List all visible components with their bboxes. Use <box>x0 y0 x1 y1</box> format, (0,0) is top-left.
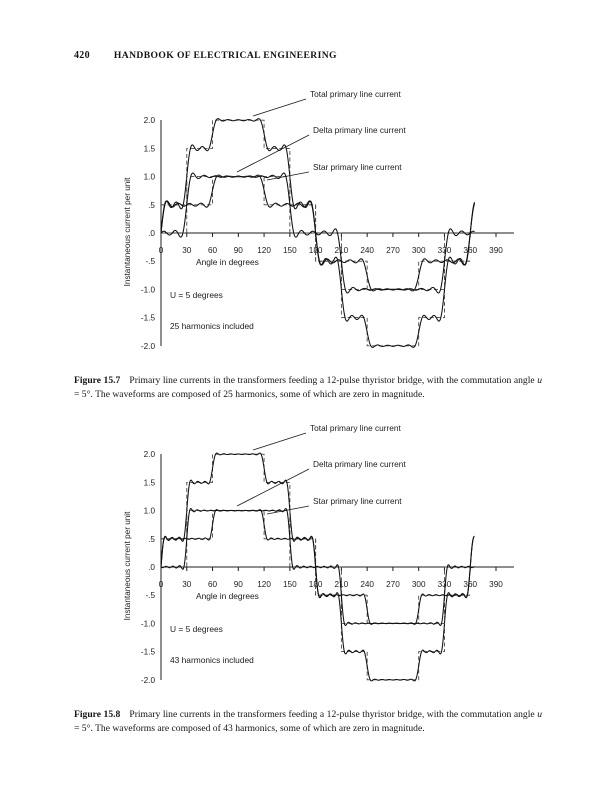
y-tick-label: .0 <box>148 563 155 572</box>
leader-line-delta <box>236 468 310 507</box>
commutation-angle-annotation: U = 5 degrees <box>170 290 223 300</box>
y-axis-title: Instantaneous current per unit <box>123 511 132 621</box>
y-tick-label: 1.5 <box>144 478 156 487</box>
leader-line-total <box>252 98 307 117</box>
waveform-star <box>160 172 475 294</box>
series-label-total: Total primary line current <box>310 89 402 99</box>
y-tick-label: 2.0 <box>144 450 156 459</box>
y-tick-label: 1.5 <box>144 144 156 153</box>
caption-text: Primary line currents in the transformer… <box>129 709 538 720</box>
y-tick-label: 1.0 <box>144 173 156 182</box>
y-tick-label: -.5 <box>145 257 155 266</box>
x-tick-label: 150 <box>283 580 297 589</box>
figure-15-8-caption: Figure 15.8 Primary line currents in the … <box>74 708 542 735</box>
commutation-angle-annotation: U = 5 degrees <box>170 624 223 634</box>
x-tick-label: 390 <box>489 580 503 589</box>
series-label-total: Total primary line current <box>310 423 402 433</box>
harmonics-annotation: 43 harmonics included <box>170 655 254 665</box>
x-tick-label: 0 <box>159 580 164 589</box>
x-tick-label: 30 <box>182 580 192 589</box>
y-tick-label: 1.0 <box>144 507 156 516</box>
y-tick-label: 2.0 <box>144 116 156 125</box>
x-tick-label: 0 <box>159 246 164 255</box>
figure-15-8-label: Figure 15.8 <box>74 709 121 720</box>
x-tick-label: 60 <box>208 246 218 255</box>
x-tick-label: 90 <box>234 580 244 589</box>
leader-line-total <box>252 432 307 451</box>
figure-15-8-chart: 0 30 60 90 120 150 180 210 240 270 300 330 360 3902.0… <box>123 423 514 685</box>
x-tick-label: 30 <box>182 246 192 255</box>
series-label-delta: Delta primary line current <box>313 125 406 135</box>
x-tick-label: 390 <box>489 246 503 255</box>
waveform-star <box>160 508 475 626</box>
figure-15-7-chart: 0 30 60 90 120 150 180 210 240 270 300 330 360 3902.0… <box>123 89 514 351</box>
x-tick-label: 180 <box>309 246 323 255</box>
x-tick-label: 90 <box>234 246 244 255</box>
caption-text: = 5°. The waveforms are composed of 25 h… <box>74 388 425 400</box>
x-tick-label: 150 <box>283 246 297 255</box>
y-tick-label: -.5 <box>145 591 155 600</box>
x-tick-label: 360 <box>463 580 477 589</box>
figure-15-7-caption: Figure 15.7 Primary line currents in the … <box>74 374 542 401</box>
x-tick-label: 270 <box>386 246 400 255</box>
x-tick-label: 120 <box>257 246 271 255</box>
y-tick-label: -1.5 <box>141 314 156 323</box>
harmonics-annotation: 25 harmonics included <box>170 321 254 331</box>
caption-u-symbol: u <box>537 375 542 386</box>
x-tick-label: 240 <box>360 580 374 589</box>
figure-15-7-label: Figure 15.7 <box>74 375 121 386</box>
y-tick-label: -2.0 <box>141 676 156 685</box>
x-tick-label: 300 <box>412 246 426 255</box>
book-title: HANDBOOK OF ELECTRICAL ENGINEERING <box>113 50 337 61</box>
x-axis-title: Angle in degrees <box>196 257 259 267</box>
x-tick-label: 120 <box>257 580 271 589</box>
waveform-delta <box>160 509 475 625</box>
y-tick-label: -1.0 <box>141 619 156 628</box>
x-tick-label: 360 <box>463 246 477 255</box>
caption-text: = 5°. The waveforms are composed of 43 h… <box>74 722 425 734</box>
leader-line-delta <box>236 134 310 173</box>
y-axis-title: Instantaneous current per unit <box>123 177 132 287</box>
caption-text: Primary line currents in the transformer… <box>129 375 538 386</box>
leader-line-star <box>266 505 310 515</box>
y-tick-label: .0 <box>148 229 155 238</box>
waveform-delta <box>160 174 476 292</box>
leader-line-star <box>266 171 310 181</box>
series-label-delta: Delta primary line current <box>313 459 406 469</box>
page-header: 420 HANDBOOK OF ELECTRICAL ENGINEERING <box>74 50 337 61</box>
x-tick-label: 60 <box>208 580 218 589</box>
x-tick-label: 300 <box>412 580 426 589</box>
y-tick-label: -1.5 <box>141 648 156 657</box>
caption-u-symbol: u <box>537 709 542 720</box>
x-axis-title: Angle in degrees <box>196 591 259 601</box>
y-tick-label: -1.0 <box>141 285 156 294</box>
x-tick-label: 180 <box>309 580 323 589</box>
y-tick-label: .5 <box>148 201 155 210</box>
x-tick-label: 240 <box>360 246 374 255</box>
y-tick-label: .5 <box>148 535 155 544</box>
x-tick-label: 270 <box>386 580 400 589</box>
page-number: 420 <box>74 50 90 61</box>
series-label-star: Star primary line current <box>313 162 402 172</box>
series-label-star: Star primary line current <box>313 496 402 506</box>
y-tick-label: -2.0 <box>141 342 156 351</box>
